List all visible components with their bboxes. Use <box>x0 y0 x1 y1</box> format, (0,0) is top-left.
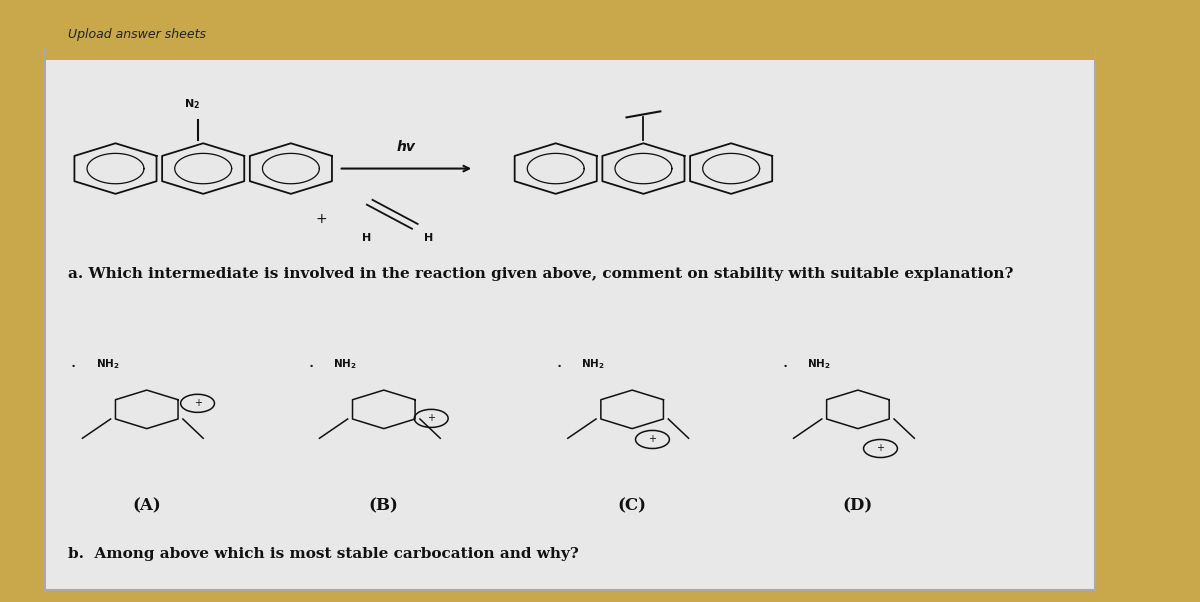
Text: +: + <box>427 414 436 423</box>
Text: $\mathregular{NH_2}$: $\mathregular{NH_2}$ <box>334 358 356 371</box>
Text: (C): (C) <box>618 497 647 514</box>
Text: $\mathregular{N_2}$: $\mathregular{N_2}$ <box>184 98 200 111</box>
FancyBboxPatch shape <box>46 48 1094 590</box>
FancyBboxPatch shape <box>46 12 1094 60</box>
Text: a. Which intermediate is involved in the reaction given above, comment on stabil: a. Which intermediate is involved in the… <box>67 267 1013 281</box>
Text: b.  Among above which is most stable carbocation and why?: b. Among above which is most stable carb… <box>67 547 578 561</box>
Text: (B): (B) <box>368 497 398 514</box>
Text: $\mathregular{NH_2}$: $\mathregular{NH_2}$ <box>808 358 830 371</box>
Text: +: + <box>316 212 328 226</box>
Text: +: + <box>876 444 884 453</box>
Text: +: + <box>193 399 202 408</box>
Text: $\mathregular{\bullet}$: $\mathregular{\bullet}$ <box>781 360 787 368</box>
Text: H: H <box>362 233 372 243</box>
Text: +: + <box>648 435 656 444</box>
Text: $\mathregular{NH_2}$: $\mathregular{NH_2}$ <box>581 358 605 371</box>
Text: H: H <box>425 233 433 243</box>
Text: Upload answer sheets: Upload answer sheets <box>67 28 205 42</box>
Text: $\mathregular{NH_2}$: $\mathregular{NH_2}$ <box>96 358 120 371</box>
Text: $\mathregular{\bullet}$: $\mathregular{\bullet}$ <box>307 360 313 368</box>
Text: (D): (D) <box>842 497 874 514</box>
Text: $\mathregular{\bullet}$: $\mathregular{\bullet}$ <box>71 360 77 368</box>
Text: (A): (A) <box>132 497 161 514</box>
Text: $\mathregular{\bullet}$: $\mathregular{\bullet}$ <box>556 360 562 368</box>
Text: hv: hv <box>397 140 416 154</box>
